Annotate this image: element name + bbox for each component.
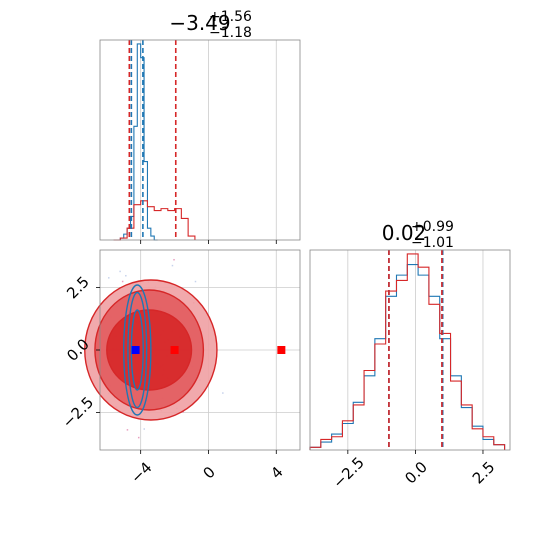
contour-x-tick-label: 0 bbox=[199, 463, 218, 482]
contour-x-tick-label: 4 bbox=[267, 463, 286, 482]
sample-dot bbox=[121, 280, 124, 283]
hist1-title-sup: +1.56 bbox=[209, 9, 252, 25]
hist2-tick-label: −2.5 bbox=[329, 453, 367, 491]
hist2-grid bbox=[347, 250, 484, 450]
sample-dot bbox=[125, 274, 127, 277]
hist1-plot-area bbox=[113, 40, 196, 241]
hist2-title-main: 0.02 bbox=[382, 221, 427, 245]
hist2-step-series_a bbox=[309, 263, 506, 450]
contour-marker-marker_blue bbox=[131, 346, 140, 354]
sample-dot bbox=[222, 392, 224, 394]
contour-y-tick-label: 2.5 bbox=[63, 273, 93, 303]
hist1-ticks bbox=[140, 240, 277, 244]
hist2-plot-area bbox=[309, 250, 506, 450]
contour-level-series_a bbox=[127, 291, 148, 409]
hist2-title: 0.02 bbox=[382, 221, 427, 245]
contour-y-tick-label: −2.5 bbox=[59, 393, 97, 431]
hist1-step-series_b bbox=[113, 200, 196, 241]
hist2-ticks: −2.5 0.0 2.5 bbox=[329, 450, 498, 492]
contour-marker-marker_red bbox=[170, 346, 179, 354]
contour-level-series_a bbox=[130, 309, 144, 391]
sample-dot bbox=[173, 258, 175, 261]
hist2-title-sub: −1.01 bbox=[411, 235, 454, 251]
panel-hist1d-param1: −3.49 +1.56 −1.18 bbox=[99, 9, 301, 244]
hist1-title: −3.49 bbox=[169, 11, 230, 35]
contour-plot-area bbox=[84, 258, 286, 439]
panel-hist1d-param2: 0.02 +0.99 −1.01 −2.5 0.0 2.5 bbox=[309, 219, 511, 492]
sample-dot bbox=[119, 270, 121, 273]
sample-dot bbox=[108, 277, 110, 279]
hist1-title-main: −3.49 bbox=[169, 11, 230, 35]
hist2-step-series_b bbox=[309, 253, 506, 450]
hist2-frame bbox=[309, 249, 511, 451]
hist2-tick-label: 0.0 bbox=[401, 458, 431, 488]
hist1-grid bbox=[140, 40, 277, 240]
contour-level-series_a bbox=[123, 284, 152, 416]
hist2-title-sup: +0.99 bbox=[411, 219, 454, 235]
sample-dot bbox=[126, 429, 129, 431]
sample-dot bbox=[143, 428, 146, 430]
hist1-frame bbox=[99, 39, 301, 241]
panel-scatter2d: −4 0 4−2.50.02.5 bbox=[59, 249, 301, 487]
sample-dot bbox=[137, 436, 140, 439]
contour-x-tick-label: −4 bbox=[127, 459, 155, 487]
hist1-title-sub: −1.18 bbox=[209, 25, 252, 41]
hist1-step-series_a bbox=[116, 43, 158, 241]
sample-dot bbox=[171, 264, 174, 267]
sample-dot bbox=[194, 280, 197, 283]
contour-marker-marker_red bbox=[277, 346, 286, 354]
hist2-tick-label: 2.5 bbox=[469, 458, 499, 488]
